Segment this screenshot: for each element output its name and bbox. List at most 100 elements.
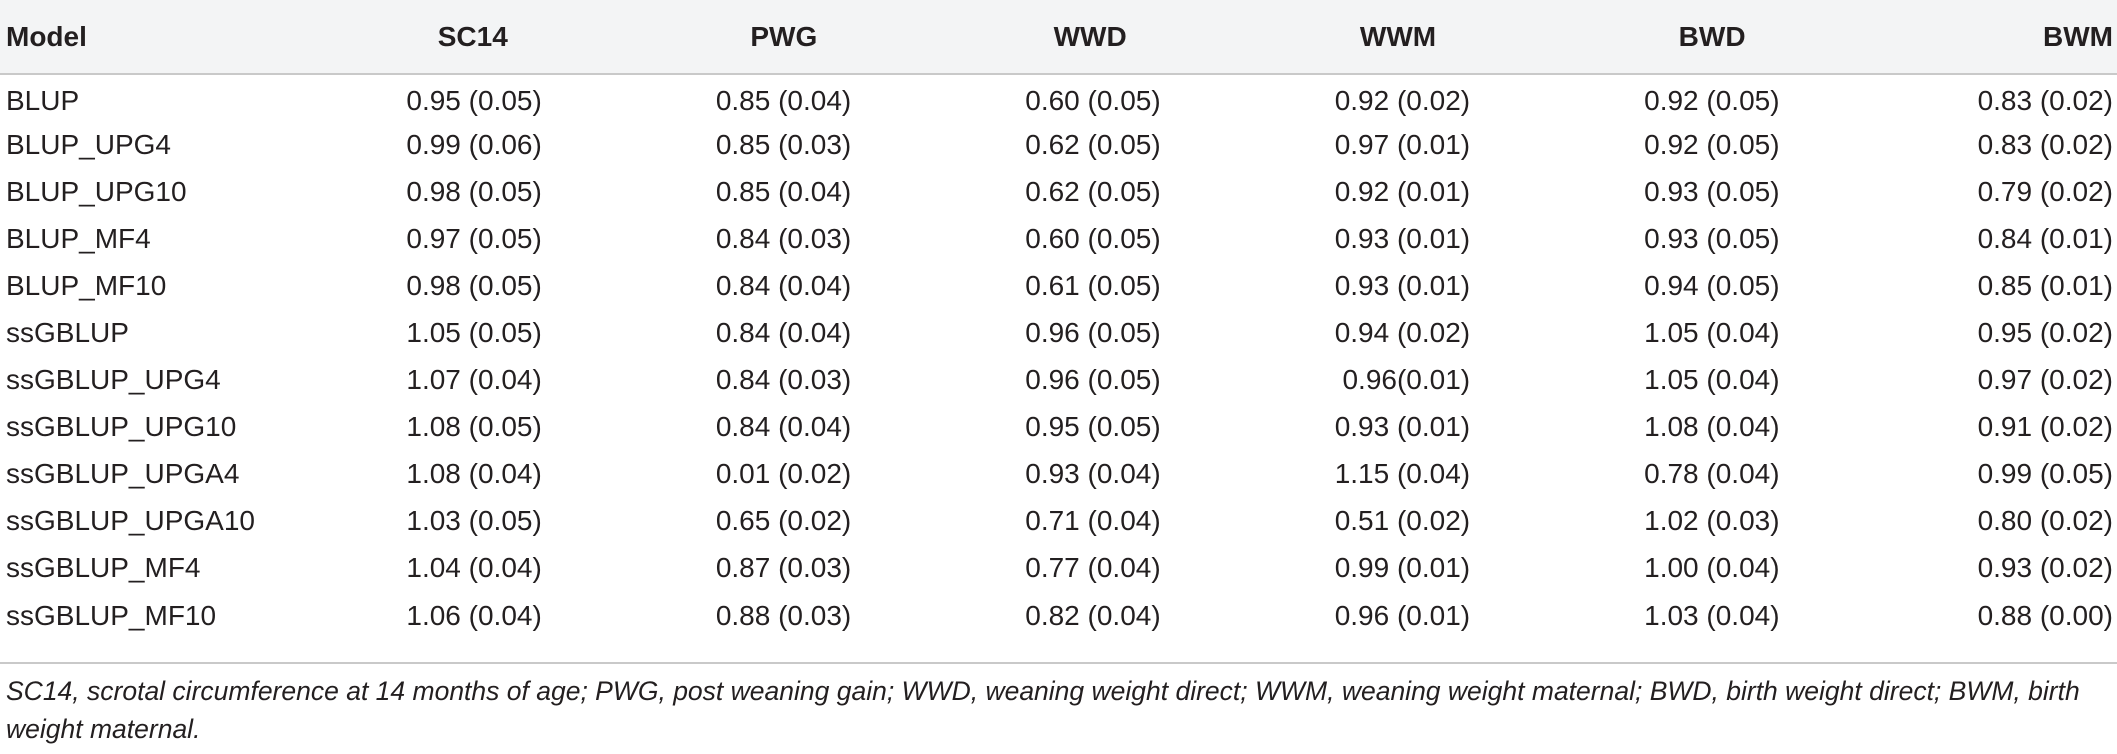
cell-bwd: 0.78 (0.04) [1644,458,1780,490]
cell-sc14: 0.99 (0.06) [406,128,542,160]
cell-bwm: 0.91 (0.02) [1977,411,2113,443]
table-row: ssGBLUP_UPGA4 1.08 (0.04) 0.01 (0.02) 0.… [0,451,2117,498]
column-header-sc14: SC14 [260,0,570,75]
cell-wwm: 0.92 (0.01) [1334,175,1471,207]
results-table: Model SC14 PWG WWD WWM BWD BWM BLUP 0.95… [0,0,2117,639]
cell-pwg: 0.84 (0.03) [715,222,852,254]
cell-bwm: 0.95 (0.02) [1977,317,2113,349]
table-row: ssGBLUP_MF10 1.06 (0.04) 0.88 (0.03) 0.8… [0,592,2117,639]
cell-model: ssGBLUP_UPGA4 [6,458,240,490]
table-row: BLUP_UPG10 0.98 (0.05) 0.85 (0.04) 0.62 … [0,168,2117,215]
column-header-pwg: PWG [569,0,880,75]
cell-pwg: 0.84 (0.04) [715,411,852,443]
cell-model: BLUP_MF4 [6,222,151,254]
cell-bwm: 0.84 (0.01) [1977,222,2113,254]
cell-pwg: 0.85 (0.04) [715,175,852,207]
cell-bwm: 0.79 (0.02) [1977,175,2113,207]
cell-wwd: 0.77 (0.04) [1025,552,1161,584]
cell-model: ssGBLUP [6,317,129,349]
cell-bwd: 0.93 (0.05) [1644,175,1780,207]
cell-sc14: 1.03 (0.05) [406,505,542,537]
header-row: Model SC14 PWG WWD WWM BWD BWM [0,0,2117,75]
cell-bwd: 0.92 (0.05) [1644,128,1780,160]
cell-bwd: 0.93 (0.05) [1644,222,1780,254]
cell-sc14: 1.05 (0.05) [406,317,542,349]
column-header-bwm: BWM [1807,0,2117,75]
cell-bwd: 1.03 (0.04) [1644,599,1780,631]
column-header-bwd: BWD [1498,0,1808,75]
cell-wwd: 0.60 (0.05) [1025,222,1161,254]
cell-bwd: 1.02 (0.03) [1644,505,1780,537]
cell-bwd: 1.00 (0.04) [1644,552,1780,584]
cell-model: BLUP_UPG4 [6,128,171,160]
cell-wwd: 0.62 (0.05) [1025,128,1161,160]
table-footnote: SC14, scrotal circumference at 14 months… [6,676,2080,744]
cell-wwd: 0.62 (0.05) [1025,175,1161,207]
table-row: BLUP 0.95 (0.05) 0.85 (0.04) 0.60 (0.05)… [0,74,2117,121]
cell-pwg: 0.84 (0.03) [715,364,852,396]
cell-pwg: 0.84 (0.04) [715,269,852,301]
column-header-model: Model [0,0,261,75]
cell-sc14: 1.08 (0.05) [406,411,542,443]
cell-wwd: 0.61 (0.05) [1025,269,1161,301]
table-bottom-rule [0,662,2117,664]
cell-wwm: 0.51 (0.02) [1334,505,1471,537]
cell-sc14: 1.06 (0.04) [406,599,542,631]
table-header: Model SC14 PWG WWD WWM BWD BWM [0,0,2117,75]
cell-bwm: 0.93 (0.02) [1977,552,2113,584]
cell-wwm: 0.96(0.01) [1342,364,1471,396]
table-body: BLUP 0.95 (0.05) 0.85 (0.04) 0.60 (0.05)… [0,74,2117,639]
table-row: ssGBLUP_UPGA10 1.03 (0.05) 0.65 (0.02) 0… [0,498,2117,545]
cell-wwd: 0.82 (0.04) [1025,599,1161,631]
results-table-container: Model SC14 PWG WWD WWM BWD BWM BLUP 0.95… [0,0,2117,639]
cell-model: BLUP_MF10 [6,269,167,301]
cell-wwm: 0.97 (0.01) [1334,128,1471,160]
cell-model: ssGBLUP_MF10 [6,599,217,631]
cell-sc14: 0.98 (0.05) [406,175,542,207]
cell-wwm: 0.93 (0.01) [1334,222,1471,254]
cell-wwm: 0.93 (0.01) [1334,269,1471,301]
cell-bwm: 0.80 (0.02) [1977,505,2113,537]
cell-pwg: 0.85 (0.04) [715,85,852,117]
cell-wwd: 0.95 (0.05) [1025,411,1161,443]
cell-pwg: 0.84 (0.04) [715,317,852,349]
cell-bwd: 1.05 (0.04) [1644,317,1780,349]
table-row: ssGBLUP_MF4 1.04 (0.04) 0.87 (0.03) 0.77… [0,545,2117,592]
cell-sc14: 1.07 (0.04) [406,364,542,396]
cell-bwd: 0.94 (0.05) [1644,269,1780,301]
cell-sc14: 0.95 (0.05) [406,85,542,117]
table-row: ssGBLUP 1.05 (0.05) 0.84 (0.04) 0.96 (0.… [0,309,2117,356]
cell-sc14: 1.04 (0.04) [406,552,542,584]
cell-pwg: 0.65 (0.02) [715,505,852,537]
cell-bwd: 1.05 (0.04) [1644,364,1780,396]
cell-model: ssGBLUP_UPG10 [6,411,237,443]
cell-bwd: 0.92 (0.05) [1644,85,1780,117]
cell-wwd: 0.60 (0.05) [1025,85,1161,117]
cell-wwd: 0.71 (0.04) [1025,505,1161,537]
cell-wwm: 0.92 (0.02) [1334,85,1471,117]
cell-pwg: 0.87 (0.03) [715,552,852,584]
column-header-wwd: WWD [879,0,1189,75]
cell-model: ssGBLUP_UPG4 [6,364,221,396]
table-row: ssGBLUP_UPG4 1.07 (0.04) 0.84 (0.03) 0.9… [0,357,2117,404]
cell-wwd: 0.93 (0.04) [1025,458,1161,490]
table-row: BLUP_MF4 0.97 (0.05) 0.84 (0.03) 0.60 (0… [0,215,2117,262]
table-row: BLUP_MF10 0.98 (0.05) 0.84 (0.04) 0.61 (… [0,262,2117,309]
cell-sc14: 0.98 (0.05) [406,269,542,301]
cell-bwm: 0.97 (0.02) [1977,364,2113,396]
cell-wwm: 0.94 (0.02) [1334,317,1471,349]
cell-pwg: 0.01 (0.02) [715,458,852,490]
cell-wwm: 0.96 (0.01) [1334,599,1471,631]
cell-model: BLUP_UPG10 [6,175,187,207]
cell-bwm: 0.99 (0.05) [1977,458,2113,490]
table-row: ssGBLUP_UPG10 1.08 (0.05) 0.84 (0.04) 0.… [0,404,2117,451]
cell-wwm: 1.15 (0.04) [1334,458,1471,490]
cell-pwg: 0.85 (0.03) [715,128,852,160]
cell-wwm: 0.93 (0.01) [1334,411,1471,443]
cell-sc14: 1.08 (0.04) [406,458,542,490]
cell-bwm: 0.83 (0.02) [1977,85,2113,117]
cell-bwm: 0.85 (0.01) [1977,269,2113,301]
table-row: BLUP_UPG4 0.99 (0.06) 0.85 (0.03) 0.62 (… [0,121,2117,168]
cell-model: BLUP [6,85,80,117]
